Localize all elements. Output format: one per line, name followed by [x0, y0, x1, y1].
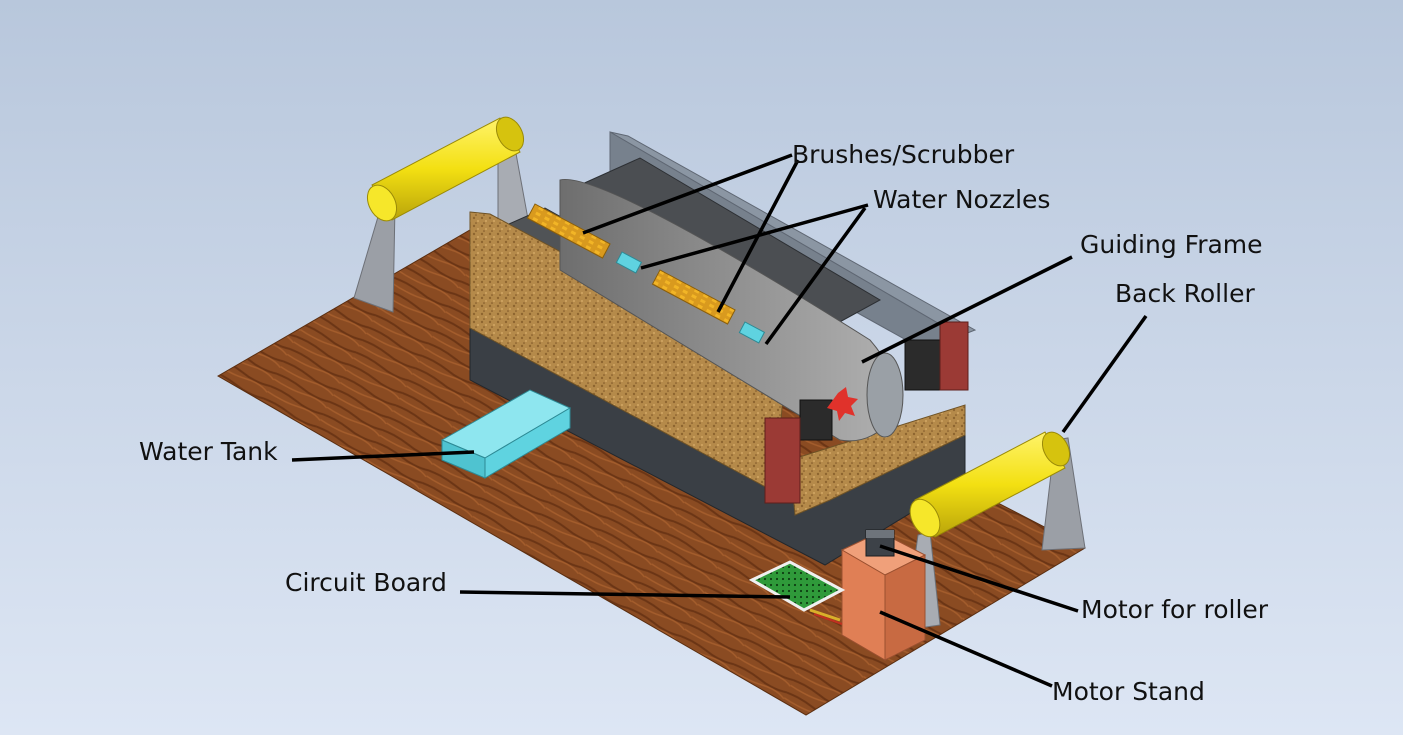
- leader-motor-stand: [879, 610, 1053, 688]
- label-circuit-board: Circuit Board: [285, 568, 447, 597]
- nozzle-2: [738, 321, 766, 344]
- leader-back-roller: [1061, 314, 1148, 434]
- water-tank: [440, 389, 572, 479]
- label-water-tank: Water Tank: [139, 437, 278, 466]
- roller-motor: [865, 529, 895, 557]
- back-roller-right: [909, 431, 1071, 538]
- red-fan: [827, 387, 858, 421]
- brush-2: [651, 269, 736, 325]
- brush-1: [526, 203, 611, 259]
- label-brushes: Brushes/Scrubber: [792, 140, 1015, 169]
- leader-nozzles-1: [640, 203, 869, 270]
- leader-nozzles-2: [764, 206, 867, 346]
- leader-lines: [291, 153, 1148, 688]
- leader-motor-roller: [879, 544, 1079, 613]
- leader-water-tank: [291, 450, 475, 462]
- stepper-motor-upper: [904, 321, 969, 391]
- leader-brushes-1: [582, 153, 793, 235]
- leader-circuit-board: [459, 590, 791, 599]
- circuit-board: [748, 560, 846, 625]
- right-cork-panel: [789, 404, 966, 516]
- label-motor-for-roller: Motor for roller: [1081, 595, 1269, 624]
- back-roller-left: [366, 116, 525, 222]
- nozzle-1: [615, 251, 643, 274]
- label-back-roller: Back Roller: [1115, 279, 1255, 308]
- label-motor-stand: Motor Stand: [1052, 677, 1205, 706]
- stepper-motor-lower: [764, 399, 833, 504]
- label-guiding-frame: Guiding Frame: [1080, 230, 1263, 259]
- leader-guiding-frame: [861, 255, 1073, 364]
- label-water-nozzles: Water Nozzles: [873, 185, 1051, 214]
- guiding-frame-edge: [866, 352, 904, 438]
